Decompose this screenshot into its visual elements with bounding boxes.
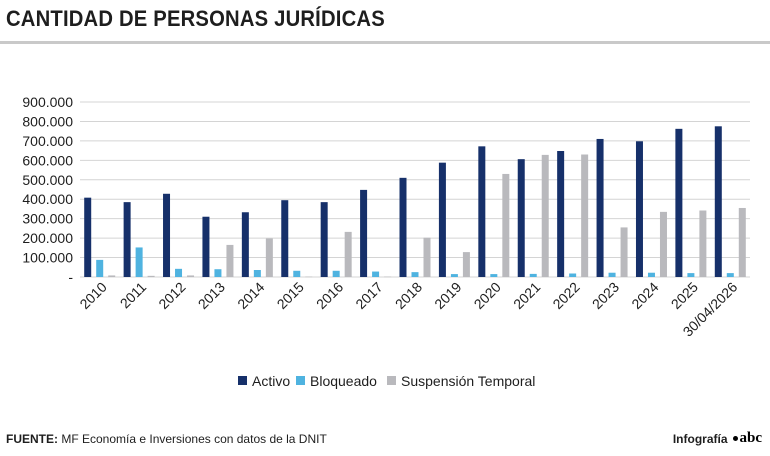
bar-activo-2020 <box>478 146 486 277</box>
legend-label: Bloqueado <box>310 373 377 389</box>
bar-activo-2025 <box>675 128 683 277</box>
bar-activo-2014 <box>241 212 249 277</box>
x-tick-label: 2013 <box>195 279 228 312</box>
bar-activo-2022 <box>557 151 565 277</box>
bar-bloqueado-2020 <box>490 274 498 277</box>
source-label: FUENTE: <box>6 432 58 446</box>
y-tick-label: 800.000 <box>22 113 73 129</box>
bar-activo-2011 <box>123 202 131 277</box>
x-tick-label: 2011 <box>117 279 150 312</box>
y-tick-label: 500.000 <box>22 172 73 188</box>
source-text: MF Economía e Inversiones con datos de l… <box>61 432 327 446</box>
bar-activo-2015 <box>281 200 289 277</box>
y-tick-label: 900.000 <box>22 94 73 110</box>
bar-suspensión-temporal-30-04-2026 <box>738 207 746 277</box>
x-tick-label: 2020 <box>471 279 504 312</box>
bar-bloqueado-2023 <box>608 272 616 277</box>
x-tick-label: 2012 <box>155 279 188 312</box>
bar-suspensión-temporal-2011 <box>147 275 155 277</box>
bar-bloqueado-2010 <box>96 259 104 277</box>
bar-bloqueado-2017 <box>372 271 380 277</box>
bar-bloqueado-2022 <box>569 273 577 277</box>
source-note: FUENTE: MF Economía e Inversiones con da… <box>6 432 327 446</box>
bar-bloqueado-2013 <box>214 269 222 277</box>
bar-activo-2010 <box>84 197 92 277</box>
x-axis-tick-labels: 2010 2011 2012 2013 2014 2015 2016 2017 2018 2019… <box>76 279 740 340</box>
x-tick-label: 2015 <box>274 279 307 312</box>
y-tick-label: 300.000 <box>22 211 73 227</box>
bar-series <box>84 126 746 278</box>
bar-bloqueado-2024 <box>647 272 655 277</box>
y-tick-label: 700.000 <box>22 133 73 149</box>
title-divider <box>0 41 770 44</box>
chart-legend: Activo Bloqueado Suspensión Temporal <box>238 373 535 389</box>
brand-dot-icon <box>732 436 738 441</box>
bar-suspensión-temporal-2015 <box>305 276 313 278</box>
y-tick-label: 400.000 <box>22 191 73 207</box>
grid-lines <box>80 101 750 278</box>
y-tick-label: - <box>68 269 73 285</box>
bar-suspensión-temporal-2019 <box>462 252 470 277</box>
x-tick-label: 2017 <box>352 279 385 312</box>
bar-suspensión-temporal-2018 <box>423 237 431 277</box>
y-axis-tick-labels: - 100.000 200.000 300.000 400.000 500.000 600.… <box>22 94 73 285</box>
bar-suspensión-temporal-2017 <box>384 276 392 278</box>
y-tick-label: 200.000 <box>22 230 73 246</box>
bar-bloqueado-2016 <box>332 270 340 277</box>
x-tick-label: 2024 <box>628 279 661 312</box>
bar-bloqueado-30-04-2026 <box>726 273 734 277</box>
bar-bloqueado-2014 <box>253 270 261 277</box>
bar-activo-2013 <box>202 216 210 277</box>
bar-suspensión-temporal-2012 <box>187 275 195 277</box>
brand-name: abc <box>739 430 763 446</box>
bar-bloqueado-2011 <box>135 247 143 277</box>
bar-activo-2016 <box>320 202 328 277</box>
bar-suspensión-temporal-2023 <box>620 227 628 277</box>
y-tick-label: 100.000 <box>22 250 73 266</box>
y-tick-label: 600.000 <box>22 152 73 168</box>
x-tick-label: 2019 <box>431 279 464 312</box>
brand-credit: Infografía abc <box>673 430 762 447</box>
bar-activo-2024 <box>635 141 643 277</box>
bar-suspensión-temporal-2025 <box>699 210 707 277</box>
x-tick-label: 2018 <box>392 279 425 312</box>
page-title: CANTIDAD DE PERSONAS JURÍDICAS <box>6 6 385 31</box>
x-tick-label: 2025 <box>668 279 701 312</box>
credit-text: Infografía <box>672 431 728 446</box>
bar-bloqueado-2025 <box>687 273 695 277</box>
legend-swatch <box>238 376 247 385</box>
bar-suspensión-temporal-2020 <box>502 173 510 277</box>
x-tick-label: 2023 <box>589 279 622 312</box>
legend-swatch <box>387 376 396 385</box>
brand-logo: abc <box>732 430 763 447</box>
bar-bloqueado-2015 <box>293 270 301 277</box>
bar-suspensión-temporal-2013 <box>226 244 234 277</box>
bar-bloqueado-2019 <box>450 274 458 277</box>
bar-bloqueado-2018 <box>411 272 419 277</box>
bar-suspensión-temporal-2010 <box>108 275 116 277</box>
bar-activo-2019 <box>438 162 446 277</box>
bar-activo-2012 <box>163 193 171 277</box>
legend-swatch <box>296 376 305 385</box>
bar-suspensión-temporal-2021 <box>541 154 549 277</box>
bar-suspensión-temporal-2022 <box>581 154 589 277</box>
bar-activo-30-04-2026 <box>714 126 722 277</box>
bar-suspensión-temporal-2014 <box>265 238 273 277</box>
bar-bloqueado-2021 <box>529 273 537 277</box>
bar-suspensión-temporal-2016 <box>344 231 352 277</box>
x-tick-label: 2016 <box>313 279 346 312</box>
bar-suspensión-temporal-2024 <box>659 211 667 277</box>
x-tick-label: 2010 <box>76 279 109 312</box>
bar-activo-2023 <box>596 138 604 277</box>
x-tick-label: 2021 <box>510 279 543 312</box>
bar-bloqueado-2012 <box>175 268 183 277</box>
legend-label: Activo <box>252 373 290 389</box>
legend-label: Suspensión Temporal <box>401 373 535 389</box>
bar-activo-2018 <box>399 177 407 277</box>
bar-activo-2017 <box>360 189 368 277</box>
x-tick-label: 2022 <box>549 279 582 312</box>
x-tick-label: 2014 <box>234 279 267 312</box>
bar-activo-2021 <box>517 159 525 277</box>
bar-chart: - 100.000 200.000 300.000 400.000 500.000 600.… <box>22 94 750 389</box>
